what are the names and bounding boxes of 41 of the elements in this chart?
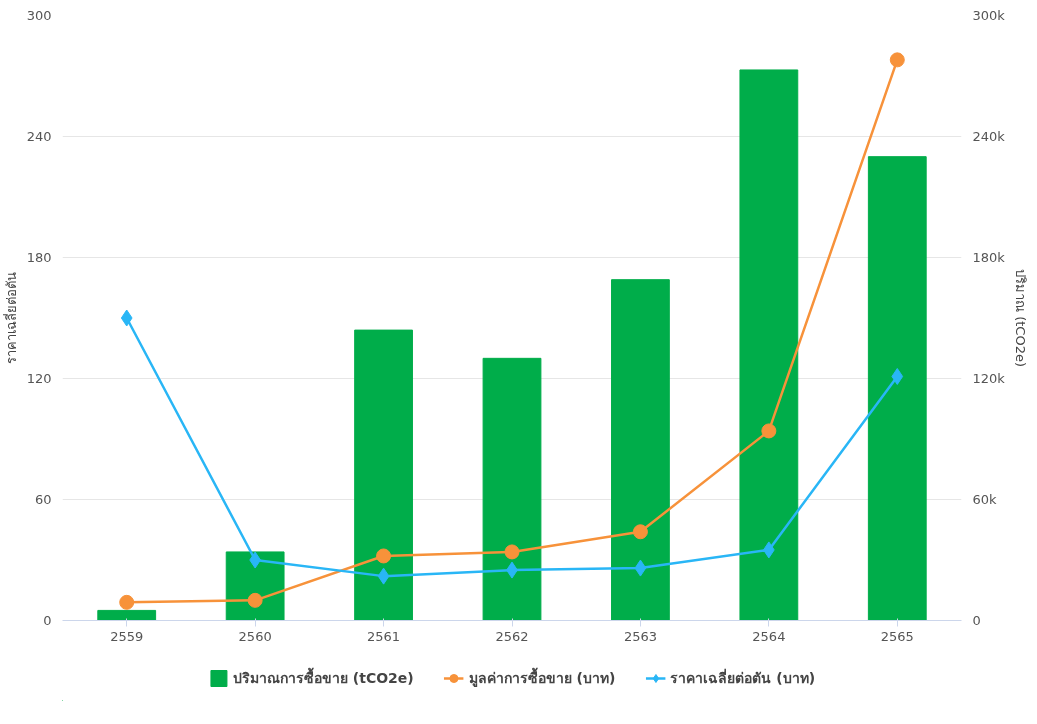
y-tick-label: 300 bbox=[26, 8, 52, 23]
bar bbox=[97, 609, 157, 621]
point bbox=[761, 423, 777, 439]
y2-tick-label: 0 bbox=[972, 613, 981, 628]
x-tick-label: 2561 bbox=[367, 628, 401, 644]
point bbox=[120, 309, 133, 327]
y2-tick-label: 120k bbox=[972, 371, 1006, 386]
bar bbox=[354, 329, 413, 621]
point bbox=[632, 524, 648, 540]
x-tick-label: 2564 bbox=[752, 628, 786, 644]
point bbox=[634, 559, 647, 577]
bar bbox=[739, 69, 799, 621]
y-tick-label: 240 bbox=[26, 129, 52, 144]
y2-axis-title: ปริมาณ (tCO2e) bbox=[1012, 269, 1028, 367]
point bbox=[377, 567, 390, 585]
legend-label: ปริมาณการซื้อขาย (tCO2e) bbox=[232, 666, 414, 688]
y-tick-label: 120 bbox=[26, 371, 52, 386]
bar bbox=[482, 357, 542, 621]
bar bbox=[611, 279, 670, 621]
point bbox=[247, 592, 263, 608]
point bbox=[376, 548, 392, 564]
y-tick-label: 60 bbox=[34, 492, 52, 507]
y2-tick-label: 240k bbox=[972, 129, 1006, 144]
x-tick-label: 2563 bbox=[623, 628, 657, 644]
point bbox=[891, 367, 904, 385]
bar bbox=[867, 156, 927, 621]
point bbox=[504, 544, 520, 560]
y2-tick-label: 300k bbox=[972, 8, 1006, 23]
x-tick-label: 2559 bbox=[110, 628, 144, 644]
point bbox=[119, 594, 135, 610]
x-tick-label: 2562 bbox=[495, 628, 529, 644]
y-tick-label: 0 bbox=[43, 613, 52, 628]
y-axis-title: ราคาเฉลี่ยต่อตัน bbox=[2, 272, 19, 364]
y2-tick-label: 60k bbox=[972, 492, 998, 507]
y-tick-label: 180 bbox=[26, 250, 52, 265]
y2-tick-label: 180k bbox=[972, 250, 1006, 265]
x-tick-label: 2565 bbox=[880, 628, 914, 644]
point bbox=[889, 52, 905, 68]
x-tick-label: 2560 bbox=[238, 628, 272, 644]
legend-label: ราคาเฉลี่ยต่อตัน (บาท) bbox=[670, 667, 816, 688]
legend-label: มูลค่าการซื้อขาย (บาท) bbox=[468, 666, 616, 689]
